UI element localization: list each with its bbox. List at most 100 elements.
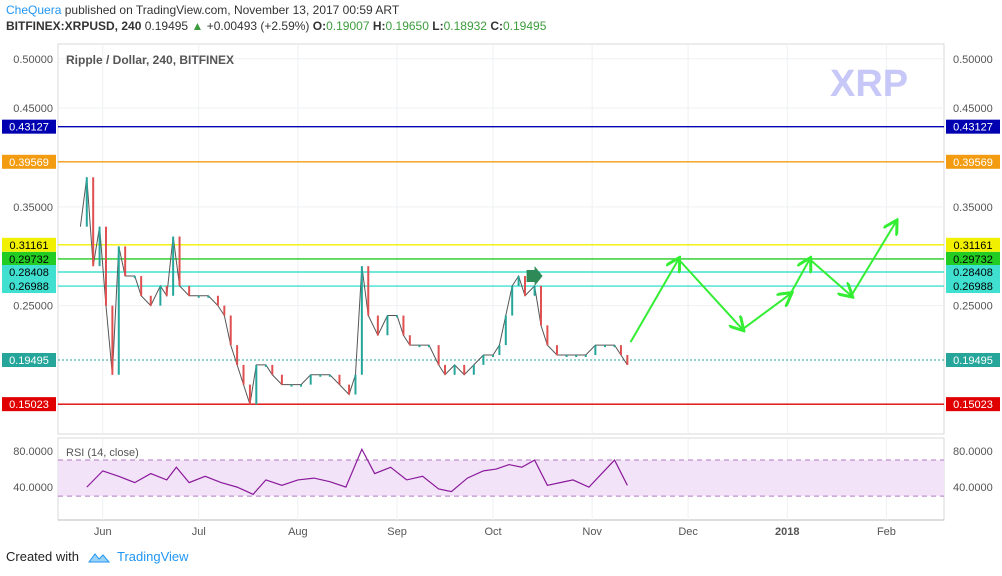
level-label-right: 0.31161 — [954, 240, 993, 252]
candle-body — [117, 246, 120, 375]
main-pane-border — [57, 43, 945, 435]
time-tick-label: Dec — [678, 526, 698, 538]
candle-body — [248, 384, 251, 405]
level-tag-left — [2, 352, 56, 367]
candle-body — [504, 315, 507, 346]
projection-arrow — [850, 222, 896, 297]
level-label-right: 0.43127 — [953, 122, 993, 134]
triangle-up-icon: ▲ — [191, 19, 204, 33]
open-label: O: — [312, 19, 327, 33]
candle-body — [229, 315, 232, 346]
level-label-left: 0.28408 — [9, 267, 49, 279]
rsi-label: RSI (14, close) — [66, 447, 139, 459]
candle-body — [159, 285, 162, 306]
candle-body — [264, 364, 267, 367]
time-tick-label: Jul — [192, 526, 206, 538]
rsi-tick-right: 80.0000 — [953, 446, 993, 458]
tradingview-link[interactable]: TradingView — [116, 549, 189, 564]
level-label-right: 0.15023 — [953, 399, 993, 411]
projection-arrow — [629, 259, 679, 343]
level-tag-right — [946, 397, 1000, 412]
chart-title: Ripple / Dollar, 240, BITFINEX — [66, 53, 234, 67]
candle-body — [565, 355, 568, 358]
price-tick-right: 0.50000 — [953, 54, 993, 66]
candle-body — [492, 355, 495, 358]
candle-body — [133, 276, 136, 279]
candle-body — [85, 177, 88, 227]
time-tick-label: Feb — [877, 526, 896, 538]
candle-body — [539, 285, 542, 326]
grid — [58, 44, 944, 520]
author-link[interactable]: CheQuera — [6, 3, 62, 17]
candle-body — [236, 345, 239, 365]
low-value: 0.18932 — [443, 19, 487, 33]
candle-body — [319, 374, 322, 377]
candle-body — [511, 285, 514, 316]
level-tag-right — [946, 264, 1000, 279]
candle-body — [338, 374, 341, 385]
time-axis: Jun Jul Aug Sep Oct Nov Dec 2018 Feb — [94, 526, 896, 538]
candle-body — [482, 355, 485, 365]
candle-body — [546, 325, 549, 346]
level-label-left: 0.26988 — [9, 281, 49, 293]
close-value: 0.19495 — [503, 19, 547, 33]
level-tag-left — [2, 279, 56, 294]
level-tag-left — [2, 119, 56, 134]
candle-body — [92, 177, 95, 267]
candle-body — [523, 276, 526, 296]
time-tick-label: 2018 — [775, 526, 799, 538]
price-tick-left: 0.35000 — [13, 202, 53, 214]
candle-body — [555, 345, 558, 356]
candle-body — [444, 364, 447, 375]
candle-body — [216, 295, 219, 306]
candle-body — [124, 246, 127, 277]
level-tag-right — [946, 154, 1000, 169]
candle-body — [172, 236, 175, 296]
rsi-tick-right: 40.0000 — [953, 482, 993, 494]
candle-body — [367, 266, 370, 316]
candle-body — [626, 355, 629, 365]
time-tick-label: Jun — [94, 526, 112, 538]
projection-arrow — [809, 258, 852, 296]
price-tick-left: 0.25000 — [13, 301, 53, 313]
ohlc-line: BITFINEX:XRPUSD, 240 0.19495 ▲ +0.00493 … — [6, 18, 996, 34]
price-tick-left: 0.50000 — [13, 54, 53, 66]
last-price: 0.19495 — [144, 19, 189, 33]
candle-body — [376, 315, 379, 336]
level-label-left: 0.31161 — [10, 240, 49, 252]
price-tick-right: 0.25000 — [953, 301, 993, 313]
candle-body — [149, 295, 152, 306]
high-value: 0.19650 — [385, 19, 429, 33]
level-tag-left — [2, 397, 56, 412]
candle-body — [178, 236, 181, 286]
tradingview-logo-icon — [87, 552, 111, 562]
watermark-text: XRP — [830, 63, 908, 105]
level-tag-right — [946, 237, 1000, 252]
time-tick-label: Oct — [484, 526, 501, 538]
level-label-left: 0.19495 — [9, 355, 49, 367]
candle-body — [517, 276, 520, 286]
level-label-right: 0.28408 — [953, 267, 993, 279]
price-axes: 0.50000 0.50000 0.45000 0.45000 0.35000 0.350… — [13, 54, 993, 313]
candle-body — [223, 305, 226, 316]
candle-body — [290, 384, 293, 387]
level-tag-right — [946, 352, 1000, 367]
price-chart[interactable]: XRP Ripple / Dollar, 240, BITFINEX 0.431… — [0, 40, 1002, 548]
projection-arrow — [789, 259, 809, 295]
horizontal-levels: 0.43127 0.43127 0.39569 0.39569 0.31161 0.311… — [2, 119, 1000, 412]
candle-body — [354, 374, 357, 395]
candle-body — [271, 364, 274, 375]
candle-body — [104, 226, 107, 306]
candle-body — [280, 374, 283, 385]
price-tick-right: 0.45000 — [953, 103, 993, 115]
arrow-marker-icon — [526, 266, 543, 287]
candle-body — [619, 345, 622, 356]
published-text: published on TradingView.com, November 1… — [64, 3, 400, 17]
candle-body — [533, 285, 536, 296]
level-label-left: 0.39569 — [9, 157, 49, 169]
level-tag-left — [2, 251, 56, 266]
candle-body — [348, 384, 351, 395]
level-label-right: 0.26988 — [953, 281, 993, 293]
candle-body — [453, 364, 456, 375]
level-label-right: 0.29732 — [953, 254, 993, 266]
